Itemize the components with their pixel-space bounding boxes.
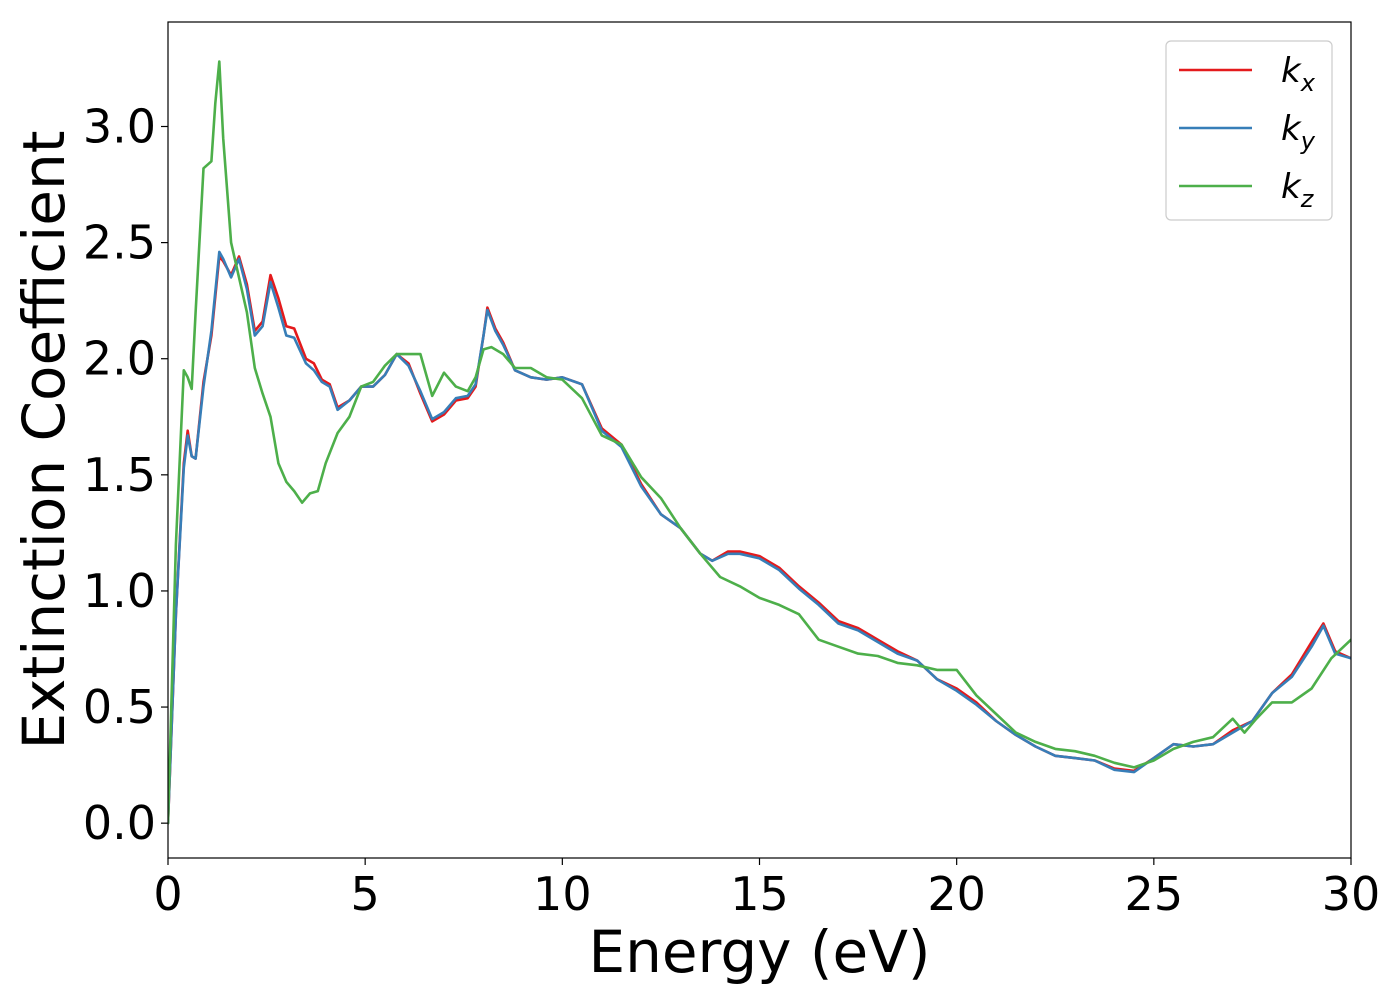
y-tick-label: 2.5: [83, 216, 156, 270]
x-axis: 0 5 10 15 20 25 30: [153, 858, 1380, 921]
x-tick-label: 25: [1125, 867, 1184, 921]
legend: kx ky kz: [1165, 40, 1333, 221]
x-tick-label: 15: [730, 867, 789, 921]
y-tick-label: 1.0: [83, 564, 156, 618]
y-axis: 0.0 0.5 1.0 1.5 2.0 2.5 3.0: [83, 100, 168, 850]
x-tick-label: 10: [533, 867, 592, 921]
y-tick-label: 3.0: [83, 100, 156, 154]
legend-label-kx: kx: [1281, 51, 1316, 97]
legend-box: [1165, 40, 1333, 221]
series-line-kz: [168, 60, 1351, 825]
x-axis-title: Energy (eV): [588, 918, 930, 986]
x-tick-label: 5: [351, 867, 380, 921]
legend-label-ky: ky: [1281, 109, 1316, 155]
x-tick-label: 30: [1322, 867, 1381, 921]
y-axis-title: Extinction Coefficient: [10, 131, 78, 750]
series-layer: [168, 60, 1351, 825]
y-tick-label: 0.5: [83, 680, 156, 734]
y-tick-label: 2.0: [83, 332, 156, 386]
y-tick-label: 1.5: [83, 448, 156, 502]
x-tick-label: 0: [153, 867, 182, 921]
series-line-kx: [168, 255, 1351, 825]
y-tick-label: 0.0: [83, 796, 156, 850]
legend-label-kz: kz: [1281, 167, 1315, 213]
x-tick-label: 20: [927, 867, 986, 921]
series-line-ky: [168, 250, 1351, 825]
